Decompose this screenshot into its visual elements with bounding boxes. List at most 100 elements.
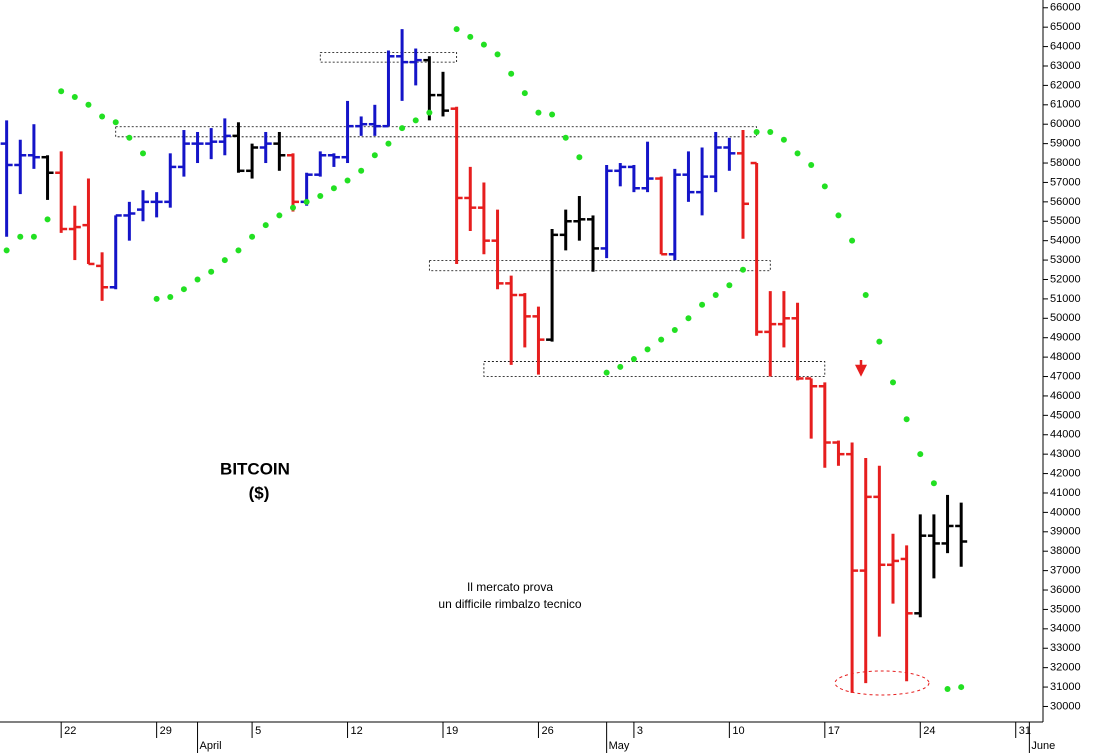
y-tick-label: 64000 [1050,40,1081,52]
down-arrow [854,360,868,377]
sar-dot [453,26,460,33]
y-tick-label: 30000 [1050,700,1081,712]
sar-dot [644,346,651,353]
y-tick-label: 41000 [1050,487,1081,499]
y-tick-label: 56000 [1050,196,1081,208]
y-tick-label: 60000 [1050,118,1081,130]
sar-dot [112,119,119,126]
y-tick-label: 53000 [1050,254,1081,266]
sar-dot [562,134,569,141]
sar-dot [3,247,10,254]
sar-dot [126,134,133,141]
sar-dot [85,101,92,108]
sar-dot [903,416,910,423]
price-zone [483,361,826,377]
sar-dot [712,292,719,299]
y-tick-label: 36000 [1050,584,1081,596]
y-tick-label: 39000 [1050,526,1081,538]
y-tick-label: 45000 [1050,409,1081,421]
sar-dot [480,41,487,48]
sar-dot [603,369,610,376]
sar-dot [794,150,801,157]
y-tick-label: 52000 [1050,273,1081,285]
y-tick-label: 66000 [1050,2,1081,14]
annotation: Il mercato prova [467,580,553,594]
sar-dot [99,113,106,120]
sar-dot [371,152,378,159]
sar-dot [576,154,583,161]
sar-dot [930,480,937,487]
x-tick-label: 24 [923,725,935,737]
x-tick-label: 12 [351,725,363,737]
y-tick-label: 62000 [1050,79,1081,91]
sar-dot [140,150,146,157]
sar-dot [208,268,215,275]
sar-dot [303,198,310,205]
y-tick-label: 44000 [1050,429,1081,441]
sar-dot [412,117,419,124]
sar-dot [249,233,256,240]
sar-dot [521,90,528,97]
sar-dot [17,233,24,240]
month-label: April [200,740,222,752]
sar-dot [658,336,665,343]
y-tick-label: 50000 [1050,312,1081,324]
x-tick-label: 5 [255,725,261,737]
y-tick-label: 35000 [1050,603,1081,615]
sar-dot [821,183,828,190]
sar-dot [262,222,269,229]
x-tick-label: 29 [160,725,172,737]
sar-dot [808,161,815,168]
sar-dot [917,451,924,458]
sar-dot [862,292,869,299]
y-tick-label: 33000 [1050,642,1081,654]
y-tick-label: 57000 [1050,176,1081,188]
x-tick-label: 26 [541,725,553,737]
sar-dot [426,109,433,116]
sar-dot [317,193,324,200]
sar-dot [494,51,501,58]
sar-dot [235,247,242,254]
sar-dot [617,363,624,370]
sar-dot [58,88,65,95]
sar-dot [726,282,733,289]
sar-dot [344,177,351,184]
sar-dot [399,125,406,132]
sar-dot [71,94,78,101]
sar-dot [671,326,678,333]
low-highlight [834,670,930,696]
sar-dot [944,686,951,693]
month-label: June [1031,740,1055,752]
y-tick-label: 54000 [1050,235,1081,247]
sar-dot [835,212,842,219]
sar-dot [780,136,787,143]
y-tick-label: 32000 [1050,662,1081,674]
y-tick-label: 58000 [1050,157,1081,169]
x-tick-label: 19 [446,725,458,737]
sar-dot [30,233,37,240]
x-tick-label: 10 [732,725,744,737]
sar-dot [180,286,187,293]
y-tick-label: 34000 [1050,623,1081,635]
y-tick-label: 43000 [1050,448,1081,460]
y-tick-label: 31000 [1050,681,1081,693]
x-tick-label: 22 [64,725,76,737]
sar-dot [958,684,965,691]
y-tick-label: 65000 [1050,21,1081,33]
y-tick-label: 37000 [1050,565,1081,577]
y-tick-label: 55000 [1050,215,1081,227]
y-tick-label: 63000 [1050,60,1081,72]
sar-dot [876,338,883,345]
sar-dot [153,295,160,302]
y-tick-label: 48000 [1050,351,1081,363]
sar-dot [549,111,556,118]
sar-dot [385,140,392,147]
x-tick-label: 17 [828,725,840,737]
y-tick-label: 40000 [1050,506,1081,518]
annotation: un difficile rimbalzo tecnico [438,597,582,611]
y-tick-label: 49000 [1050,332,1081,344]
sar-dot [330,185,337,192]
sar-dot [194,276,201,283]
sar-dot [685,315,692,322]
sar-dot [467,33,474,40]
